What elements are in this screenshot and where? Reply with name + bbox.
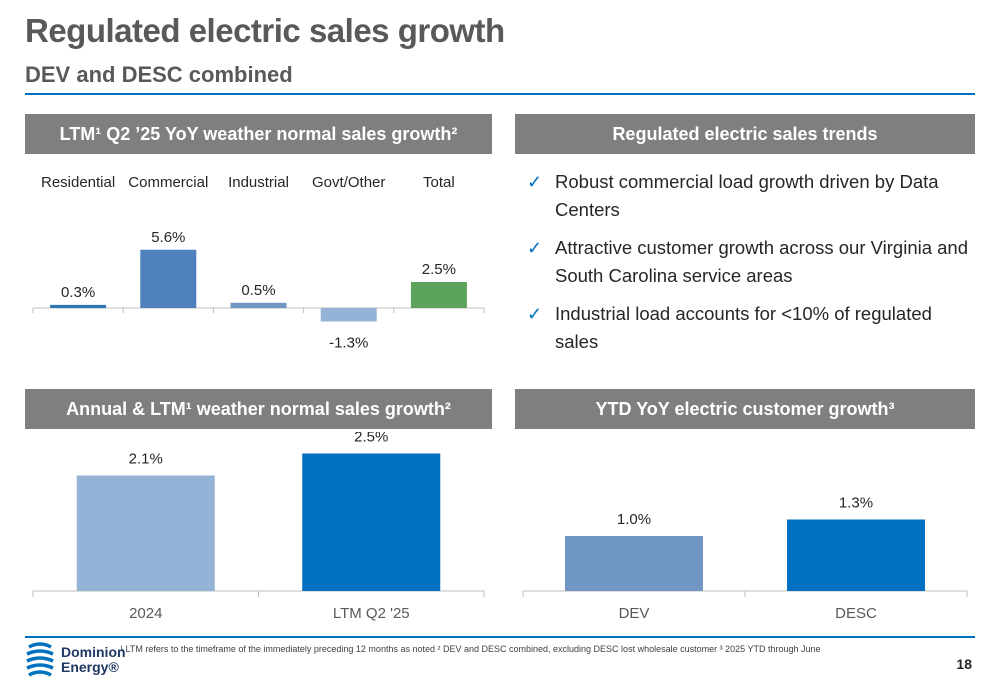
footer-divider [25, 636, 975, 638]
panel-header-label: LTM¹ Q2 ’25 YoY weather normal sales gro… [59, 123, 458, 144]
data-label: 0.5% [241, 282, 275, 299]
trends-list: ✓ Robust commercial load growth driven b… [525, 168, 975, 366]
dominion-energy-logo-icon [26, 642, 54, 677]
data-label: 1.0% [617, 511, 651, 528]
logo-wordmark: Dominion Energy® [61, 645, 126, 675]
data-label: 1.3% [839, 495, 873, 512]
category-label: DESC [835, 605, 877, 622]
category-label: Govt/Other [312, 174, 385, 191]
title-divider [25, 93, 975, 95]
data-label: -1.3% [329, 335, 368, 352]
category-label: 2024 [129, 605, 162, 622]
bar [50, 304, 107, 308]
data-label: 2.5% [422, 261, 456, 278]
trend-text: Robust commercial load growth driven by … [555, 171, 939, 220]
panel-header-label: Regulated electric sales trends [612, 123, 878, 144]
category-label: LTM Q2 '25 [333, 605, 410, 622]
bar [140, 249, 197, 308]
bar [302, 453, 441, 591]
category-label: Residential [41, 174, 115, 191]
check-icon: ✓ [527, 238, 543, 258]
category-label: Industrial [228, 174, 289, 191]
annual-ltm-growth-chart: 2.1% 2024 2.5% LTM Q2 '25 [32, 432, 485, 622]
trend-text: Industrial load accounts for <10% of reg… [555, 303, 932, 352]
data-label: 2.1% [129, 451, 163, 468]
bar [76, 475, 215, 591]
page-title: Regulated electric sales growth [25, 12, 505, 49]
panel-header-annual-growth: Annual & LTM¹ weather normal sales growt… [25, 389, 492, 429]
check-icon: ✓ [527, 172, 543, 192]
bar [320, 308, 377, 322]
panel-header-ltm-sales-growth: LTM¹ Q2 ’25 YoY weather normal sales gro… [25, 114, 492, 154]
list-item: ✓ Robust commercial load growth driven b… [525, 168, 975, 224]
logo-line-2: Energy® [61, 659, 119, 675]
category-label: Commercial [128, 174, 208, 191]
company-logo: Dominion Energy® [25, 641, 126, 679]
customer-growth-chart: 1.0% DEV 1.3% DESC [522, 495, 968, 622]
bar [565, 536, 703, 591]
data-label: 0.3% [61, 284, 95, 301]
check-icon: ✓ [527, 304, 543, 324]
category-label: Total [423, 174, 455, 191]
trend-text: Attractive customer growth across our Vi… [555, 237, 969, 286]
bar [787, 519, 925, 591]
data-label: 2.5% [354, 432, 388, 446]
category-label: DEV [619, 605, 650, 622]
data-label: 5.6% [151, 229, 185, 246]
panel-header-customer-growth: YTD YoY electric customer growth³ [515, 389, 975, 429]
page-number: 18 [956, 656, 972, 672]
logo-line-1: Dominion [61, 644, 126, 660]
panel-header-label: YTD YoY electric customer growth³ [595, 398, 895, 419]
list-item: ✓ Attractive customer growth across our … [525, 234, 975, 290]
sales-growth-by-class-chart: Residential 0.3% Commercial 5.6% Industrial 0… [32, 174, 485, 352]
bar [410, 282, 467, 308]
panel-header-sales-trends: Regulated electric sales trends [515, 114, 975, 154]
list-item: ✓ Industrial load accounts for <10% of r… [525, 300, 975, 356]
footnote: ¹ LTM refers to the timeframe of the imm… [120, 644, 821, 654]
panel-header-label: Annual & LTM¹ weather normal sales growt… [66, 398, 451, 419]
bar [230, 302, 287, 308]
page-subtitle: DEV and DESC combined [25, 62, 293, 87]
